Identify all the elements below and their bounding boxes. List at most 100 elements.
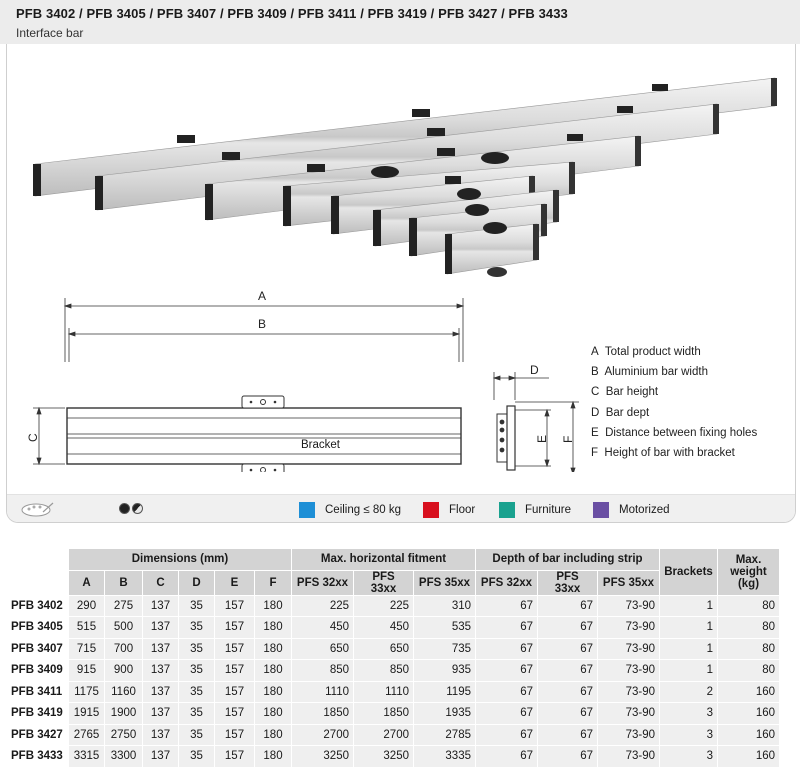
model-cell: PFB 3433	[6, 745, 69, 768]
legend-item-c: C Bar height	[591, 386, 659, 399]
table-cell: 67	[537, 637, 598, 660]
table-cell: 180	[254, 594, 292, 617]
model-cell: PFB 3402	[6, 594, 69, 617]
table-cell: 180	[254, 723, 292, 746]
table-row: PFB 3427 2765 2750 137 35 157 180 2700 2700 2785 6…	[6, 723, 780, 746]
table-cell: 3	[659, 702, 718, 725]
table-cell: 450	[353, 616, 414, 639]
table-cell: 1	[659, 637, 718, 660]
product-panel: A B C D E F Bracket A Total product widt…	[6, 44, 796, 523]
table-cell: 275	[104, 594, 143, 617]
table-row: PFB 3433 3315 3300 137 35 157 180 3250 3250 3335 6…	[6, 745, 780, 768]
legend-item-e: E Distance between fixing holes	[591, 426, 758, 439]
table-cell: 735	[413, 637, 476, 660]
table-cell: 35	[178, 659, 215, 682]
product-subtitle: Interface bar	[16, 26, 84, 40]
table-cell: 137	[142, 659, 179, 682]
subheader-3: D	[178, 569, 215, 596]
table-cell: 1935	[413, 702, 476, 725]
table-cell: 160	[717, 723, 780, 746]
legend-item-f: F Height of bar with bracket	[591, 447, 735, 460]
page-header: PFB 3402 / PFB 3405 / PFB 3407 / PFB 340…	[0, 0, 800, 44]
model-cell: PFB 3407	[6, 637, 69, 660]
table-cell: 67	[537, 659, 598, 682]
color-black-icon	[119, 503, 130, 514]
header-weight: Max. weight (kg)	[717, 548, 780, 596]
table-cell: 73-90	[597, 723, 660, 746]
table-cell: 137	[142, 637, 179, 660]
table-cell: 1850	[353, 702, 414, 725]
table-cell: 67	[537, 745, 598, 768]
subheader-1: B	[104, 569, 143, 596]
table-cell: 35	[178, 702, 215, 725]
mount-motorized: Motorized	[593, 502, 670, 518]
table-cell: 1160	[104, 680, 143, 703]
table-cell: 180	[254, 616, 292, 639]
subheader-10: PFS 33xx	[537, 569, 598, 596]
table-cell: 1195	[413, 680, 476, 703]
product-title: PFB 3402 / PFB 3405 / PFB 3407 / PFB 340…	[16, 6, 568, 21]
table-cell: 35	[178, 616, 215, 639]
dim-f-label: F	[561, 436, 575, 443]
table-cell: 535	[413, 616, 476, 639]
table-cell: 290	[68, 594, 105, 617]
table-cell: 3300	[104, 745, 143, 768]
table-cell: 2700	[353, 723, 414, 746]
color-black-silver-icon	[132, 503, 143, 514]
table-cell: 157	[214, 659, 255, 682]
bar-3402	[445, 222, 539, 277]
table-cell: 67	[475, 680, 538, 703]
table-cell: 80	[717, 637, 780, 660]
table-cell: 3	[659, 723, 718, 746]
model-cell: PFB 3409	[6, 659, 69, 682]
dim-e-label: E	[535, 435, 549, 443]
spec-table: Dimensions (mm) Max. horizontal fitment …	[6, 548, 780, 768]
table-cell: 73-90	[597, 702, 660, 725]
table-cell: 67	[537, 723, 598, 746]
table-cell: 157	[214, 637, 255, 660]
subheader-6: PFS 32xx	[291, 569, 354, 596]
table-row: PFB 3402 290 275 137 35 157 180 225 225 310 67 67 73…	[6, 594, 780, 617]
table-cell: 157	[214, 616, 255, 639]
table-cell: 2	[659, 680, 718, 703]
table-cell: 1850	[291, 702, 354, 725]
table-cell: 450	[291, 616, 354, 639]
mount-floor: Floor	[423, 502, 475, 518]
table-cell: 73-90	[597, 680, 660, 703]
table-cell: 67	[537, 702, 598, 725]
dim-b-label: B	[258, 317, 266, 331]
table-cell: 1900	[104, 702, 143, 725]
table-cell: 73-90	[597, 745, 660, 768]
subheader-0: A	[68, 569, 105, 596]
table-cell: 1110	[291, 680, 354, 703]
subheader-7: PFS 33xx	[353, 569, 414, 596]
table-cell: 35	[178, 594, 215, 617]
table-cell: 180	[254, 702, 292, 725]
table-cell: 137	[142, 745, 179, 768]
table-row: PFB 3411 1175 1160 137 35 157 180 1110 1110 1195 6…	[6, 680, 780, 703]
table-cell: 1	[659, 594, 718, 617]
table-cell: 160	[717, 745, 780, 768]
table-cell: 2765	[68, 723, 105, 746]
bar-3405	[409, 203, 547, 257]
dim-d-label: D	[530, 363, 539, 377]
table-cell: 67	[537, 594, 598, 617]
table-cell: 35	[178, 680, 215, 703]
table-cell: 700	[104, 637, 143, 660]
table-cell: 3335	[413, 745, 476, 768]
table-cell: 137	[142, 723, 179, 746]
table-cell: 67	[537, 680, 598, 703]
table-cell: 80	[717, 616, 780, 639]
model-cell: PFB 3427	[6, 723, 69, 746]
legend-item-d: D Bar dept	[591, 406, 650, 419]
table-cell: 160	[717, 680, 780, 703]
table-cell: 67	[475, 702, 538, 725]
table-cell: 1110	[353, 680, 414, 703]
subheader-8: PFS 35xx	[413, 569, 476, 596]
table-cell: 900	[104, 659, 143, 682]
header-brackets: Brackets	[659, 548, 718, 596]
table-cell: 2785	[413, 723, 476, 746]
table-cell: 67	[475, 659, 538, 682]
bar-front-view	[66, 395, 462, 472]
table-cell: 180	[254, 637, 292, 660]
